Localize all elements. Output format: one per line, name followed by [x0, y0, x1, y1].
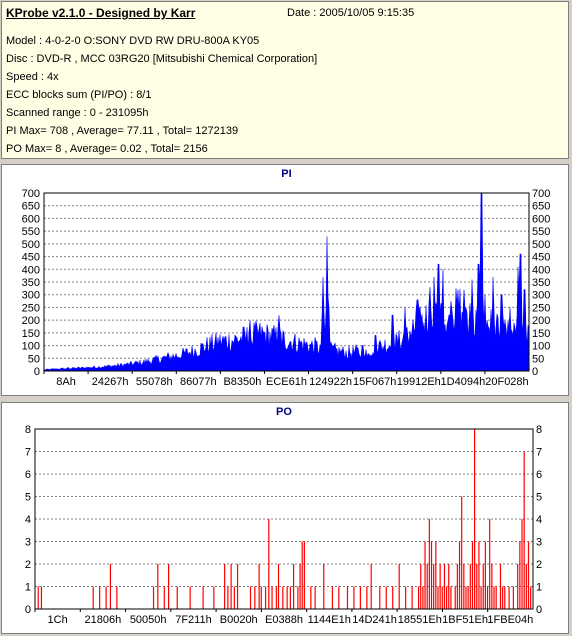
pi-series-area — [43, 192, 530, 372]
pi-ytick-left: 200 — [22, 315, 40, 327]
pi-ytick-right: 150 — [532, 328, 550, 340]
po-ytick-left: 1 — [25, 582, 31, 594]
pi-ytick-left: 300 — [22, 290, 40, 302]
po-ytick-right: 3 — [536, 537, 542, 549]
pi-xtick-label: 55078h — [136, 376, 173, 388]
po-plot-border-top — [34, 428, 534, 610]
po-chart: PO 0 0 1 1 2 2 3 3 4 4 5 5 6 6 7 7 8 8 1Ch 21806h 50050h 7F211… — [25, 406, 542, 626]
pi-ytick-right: 550 — [532, 226, 550, 238]
po-ytick-left: 2 — [25, 559, 31, 571]
po-ytick-left: 8 — [25, 424, 31, 436]
pi-xtick-label: 24267h — [92, 376, 129, 388]
pi-xtick-label: 8Ah — [56, 376, 76, 388]
po-xtick-label: 1Ch — [48, 614, 68, 626]
po-xtick-label: B0020h — [220, 614, 258, 626]
pi-ytick-left: 0 — [34, 366, 40, 378]
pi-ytick-left: 650 — [22, 201, 40, 213]
app-title: KProbe v2.1.0 - Designed by Karr — [6, 6, 196, 20]
pi-ytick-right: 250 — [532, 302, 550, 314]
po-xtick-label: E0388h — [265, 614, 303, 626]
scan-date: Date : 2005/10/05 9:15:35 — [287, 7, 415, 19]
pi-ytick-right: 0 — [532, 366, 538, 378]
pi-ytick-left: 500 — [22, 239, 40, 251]
pi-chart-title: PI — [281, 168, 291, 180]
po-ytick-left: 7 — [25, 447, 31, 459]
range-line: Scanned range : 0 - 231095h — [6, 107, 149, 119]
po-ytick-right: 4 — [536, 514, 542, 526]
pi-ytick-right: 650 — [532, 201, 550, 213]
pi-chart-panel: PI 0 0 50 50 100 100 150 150 200 200 250 250 300 300 35… — [1, 164, 569, 396]
pi-ytick-left: 350 — [22, 277, 40, 289]
po-xtick-label: 1144E1h — [308, 614, 351, 626]
pi-ytick-right: 500 — [532, 239, 550, 251]
po-ytick-right: 5 — [536, 492, 542, 504]
pi-ytick-left: 150 — [22, 328, 40, 340]
po-ytick-right: 2 — [536, 559, 542, 571]
po-xtick-label: 1BF51Eh — [442, 614, 488, 626]
pi-ytick-right: 350 — [532, 277, 550, 289]
pi-xtick-label: B8350h — [223, 376, 261, 388]
pi-ytick-left: 400 — [22, 264, 40, 276]
po-ytick-right: 0 — [536, 604, 542, 616]
pi-ytick-right: 450 — [532, 252, 550, 264]
po-xtick-label: 7F211h — [175, 614, 212, 626]
speed-line: Speed : 4x — [6, 71, 59, 83]
pi-ytick-left: 600 — [22, 213, 40, 225]
po-ytick-left: 4 — [25, 514, 31, 526]
info-panel: KProbe v2.1.0 - Designed by Karr Date : … — [1, 1, 569, 159]
po-ytick-right: 1 — [536, 582, 542, 594]
po-ytick-left: 5 — [25, 492, 31, 504]
pi-xtick-label: 86077h — [180, 376, 217, 388]
po-xtick-label: 14D241h — [352, 614, 397, 626]
pi-summary-line: PI Max= 708 , Average= 77.11 , Total= 12… — [6, 125, 239, 137]
pi-xtick-label: 19912Eh — [397, 376, 441, 388]
po-xtick-label: 50050h — [130, 614, 167, 626]
po-ytick-left: 3 — [25, 537, 31, 549]
pi-ytick-right: 300 — [532, 290, 550, 302]
po-xtick-label: 1FBE04h — [487, 614, 533, 626]
pi-ytick-right: 100 — [532, 341, 550, 353]
pi-plot-border-top — [43, 192, 530, 372]
po-ytick-left: 6 — [25, 469, 31, 481]
disc-line: Disc : DVD-R , MCC 03RG20 [Mitsubishi Ch… — [6, 53, 318, 65]
po-xtick-label: 21806h — [85, 614, 122, 626]
po-chart-title: PO — [276, 406, 292, 418]
po-ytick-right: 8 — [536, 424, 542, 436]
ecc-line: ECC blocks sum (PI/PO) : 8/1 — [6, 89, 152, 101]
po-summary-line: PO Max= 8 , Average= 0.02 , Total= 2156 — [6, 143, 208, 155]
pi-xtick-label: 20F028h — [485, 376, 528, 388]
pi-ytick-left: 550 — [22, 226, 40, 238]
pi-ytick-right: 50 — [532, 353, 544, 365]
pi-xtick-label: 1D4094h — [441, 376, 486, 388]
pi-ytick-right: 400 — [532, 264, 550, 276]
po-ytick-right: 7 — [536, 447, 542, 459]
po-ytick-left: 0 — [25, 604, 31, 616]
pi-ytick-left: 50 — [28, 353, 40, 365]
po-chart-panel: PO 0 0 1 1 2 2 3 3 4 4 5 5 6 6 7 7 8 8 1Ch 21806h 50050h 7F211… — [1, 402, 569, 634]
pi-ytick-right: 200 — [532, 315, 550, 327]
po-xtick-label: 18551Eh — [398, 614, 442, 626]
pi-ytick-left: 250 — [22, 302, 40, 314]
pi-xtick-label: ECE61h — [266, 376, 307, 388]
po-ytick-right: 6 — [536, 469, 542, 481]
pi-xtick-label: 15F067h — [353, 376, 396, 388]
pi-xtick-label: 124922h — [309, 376, 352, 388]
pi-ytick-right: 600 — [532, 213, 550, 225]
pi-ytick-left: 700 — [22, 188, 40, 200]
pi-ytick-left: 450 — [22, 252, 40, 264]
pi-ytick-right: 700 — [532, 188, 550, 200]
model-line: Model : 4-0-2-0 O:SONY DVD RW DRU-800A K… — [6, 35, 260, 47]
pi-ytick-left: 100 — [22, 341, 40, 353]
